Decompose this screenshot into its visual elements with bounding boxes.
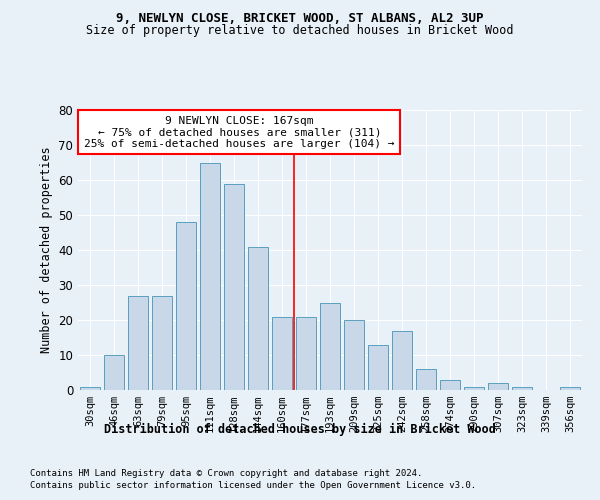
Bar (224, 184, 244, 390)
Text: Size of property relative to detached houses in Bricket Wood: Size of property relative to detached ho… (86, 24, 514, 37)
Bar (560, 386, 580, 390)
Bar (512, 386, 532, 390)
Bar (272, 316, 292, 390)
Bar (440, 380, 460, 390)
Bar (392, 330, 412, 390)
Text: Contains HM Land Registry data © Crown copyright and database right 2024.: Contains HM Land Registry data © Crown c… (30, 468, 422, 477)
Bar (128, 296, 148, 390)
Bar (296, 316, 316, 390)
Text: 9, NEWLYN CLOSE, BRICKET WOOD, ST ALBANS, AL2 3UP: 9, NEWLYN CLOSE, BRICKET WOOD, ST ALBANS… (116, 12, 484, 26)
Bar (104, 355, 124, 390)
Bar (152, 296, 172, 390)
Text: Distribution of detached houses by size in Bricket Wood: Distribution of detached houses by size … (104, 422, 496, 436)
Text: 9 NEWLYN CLOSE: 167sqm
← 75% of detached houses are smaller (311)
25% of semi-de: 9 NEWLYN CLOSE: 167sqm ← 75% of detached… (84, 116, 395, 149)
Bar (368, 344, 388, 390)
Bar (320, 302, 340, 390)
Bar (248, 246, 268, 390)
Bar (488, 383, 508, 390)
Bar (344, 320, 364, 390)
Bar (200, 162, 220, 390)
Y-axis label: Number of detached properties: Number of detached properties (40, 146, 53, 354)
Bar (176, 222, 196, 390)
Bar (80, 386, 100, 390)
Text: Contains public sector information licensed under the Open Government Licence v3: Contains public sector information licen… (30, 481, 476, 490)
Bar (416, 369, 436, 390)
Bar (464, 386, 484, 390)
